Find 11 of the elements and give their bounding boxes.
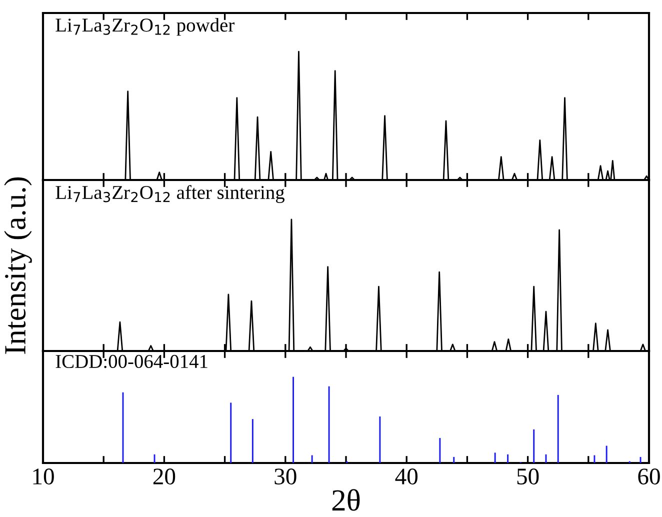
x-tick-label: 30: [274, 468, 296, 484]
x-axis-title: 2θ: [332, 489, 360, 511]
text: Li$_{7}$La$_{3}$Zr$_{2}$O$_{12}$ after sintering: [56, 185, 284, 204]
text: Li$_{7}$La$_{3}$Zr$_{2}$O$_{12}$ powder: [56, 18, 234, 36]
x-tick-label: 60: [638, 468, 660, 484]
x-tick-label: 50: [517, 468, 539, 484]
x-tick-label: 40: [395, 468, 418, 484]
x-tick-label: 10: [33, 468, 54, 484]
x-tick-label: 20: [153, 468, 176, 484]
y-axis-title: Intensity (a.u.): [4, 177, 32, 354]
text: ICDD:00-064-0141: [56, 354, 208, 368]
